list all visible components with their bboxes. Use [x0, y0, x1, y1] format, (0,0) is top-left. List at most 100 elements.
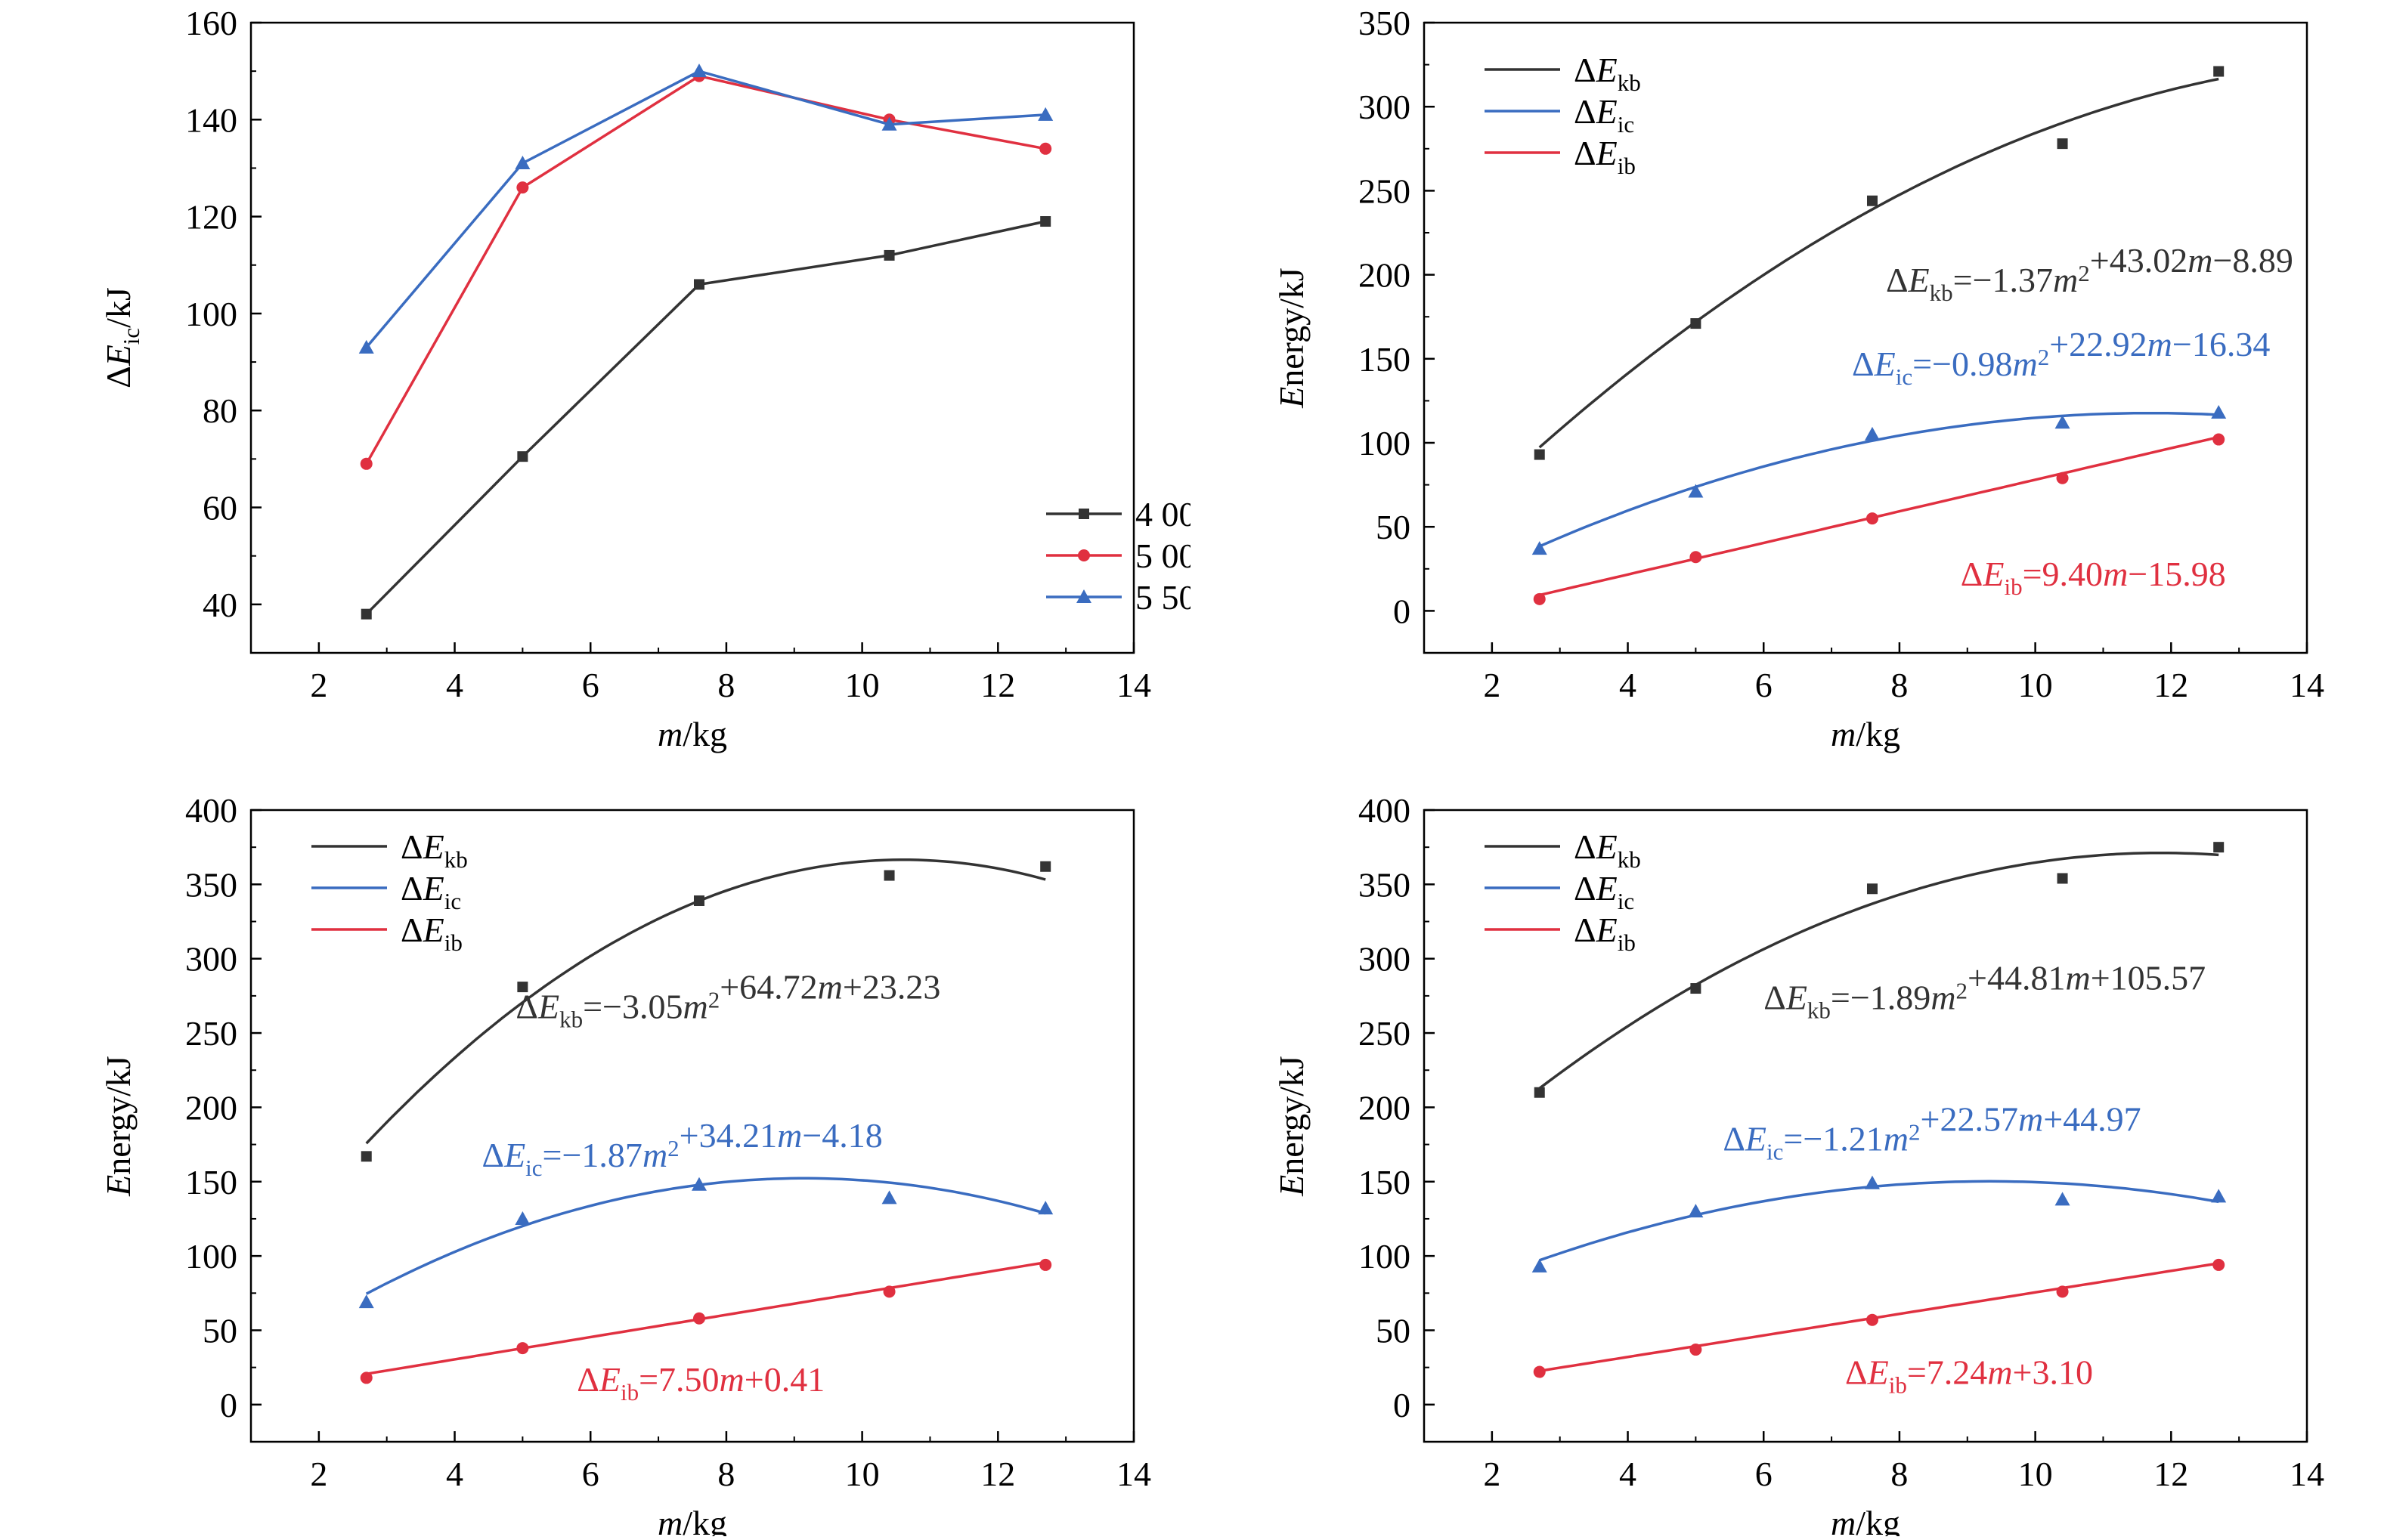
plot-frame: [249, 809, 1135, 1443]
y-tick-label: 50: [1376, 508, 1410, 546]
data-point: [515, 156, 531, 170]
y-tick-label: 250: [1358, 172, 1410, 210]
x-tick-label: 8: [1890, 1455, 1908, 1493]
x-tick-label: 2: [1483, 666, 1500, 704]
data-point: [358, 339, 374, 354]
data-point: [1039, 142, 1052, 155]
chart-bottom-right-svg: 2 4 6 8 10 12 14 0 50 100 150 200 250 300 350 400 m/kg En…: [1272, 791, 2324, 1540]
data-point: [361, 1151, 372, 1162]
legend-item: ΔEic: [1485, 869, 1634, 914]
fit-curve: [1539, 1180, 2219, 1262]
x-tick-label: 14: [2290, 1455, 2324, 1493]
legend-item: ΔEkb: [1485, 827, 1641, 873]
x-tick-label: 12: [2153, 666, 2188, 704]
data-point: [1531, 541, 1547, 555]
series-0: [361, 216, 1051, 620]
data-point: [2213, 66, 2225, 77]
chart-panel-bottom-right: 2 4 6 8 10 12 14 0 50 100 150 200 250 300 350 400 m/kg En…: [1190, 768, 2381, 1540]
data-point: [2056, 472, 2069, 484]
data-point: [1866, 195, 1878, 206]
legend-item: ΔEib: [1485, 911, 1636, 956]
data-point: [2057, 138, 2068, 150]
y-tick-label: 150: [185, 1163, 237, 1201]
x-axis-label: m/kg: [658, 715, 727, 753]
series-1: [1531, 1175, 2227, 1273]
data-point: [1689, 1344, 1702, 1356]
data-point: [693, 279, 704, 290]
data-point: [2211, 404, 2227, 419]
x-tick-label: 10: [845, 1455, 880, 1493]
x-tick-label: 10: [2018, 1455, 2053, 1493]
fit-equation-label: ΔEkb=−1.89m2+44.81m+105.57: [1763, 959, 2206, 1024]
y-tick-label: 150: [1358, 340, 1410, 379]
legend-label: ΔEkb: [401, 827, 468, 873]
legend-item: ΔEic: [1485, 92, 1634, 138]
series-0: [1534, 66, 2225, 460]
y-axis-label: ΔEic/kJ: [99, 287, 144, 388]
x-tick-label: 10: [845, 666, 880, 704]
fit-equation-label: ΔEib=9.40m−15.98: [1961, 555, 2226, 600]
fit-curve: [1538, 77, 2219, 449]
x-axis-label: m/kg: [658, 1504, 727, 1536]
data-point: [2057, 873, 2068, 884]
y-tick-label: 200: [185, 1088, 237, 1127]
legend-item: ΔEkb: [311, 827, 468, 873]
legend-marker: [1078, 549, 1090, 561]
legend-label: ΔEib: [1574, 911, 1636, 956]
series-2: [1533, 433, 2225, 605]
y-axis-label: Energy/kJ: [99, 1056, 138, 1197]
x-tick-label: 6: [582, 1455, 599, 1493]
x-tick-label: 6: [582, 666, 599, 704]
y-tick-label: 200: [1358, 1088, 1410, 1127]
legend-label: ΔEic: [1574, 92, 1634, 138]
data-point: [2056, 1285, 2069, 1298]
data-point: [1534, 1087, 1545, 1098]
x-tick-label: 14: [1116, 1455, 1151, 1493]
x-tick-label: 12: [2153, 1455, 2188, 1493]
data-point: [360, 457, 373, 470]
y-tick-label: 0: [220, 1386, 237, 1424]
y-tick-label: 400: [1358, 791, 1410, 830]
fit-equation-label: ΔEic=−1.21m2+22.57m+44.97: [1723, 1099, 2141, 1164]
series-1: [358, 1177, 1054, 1309]
x-tick-label: 8: [717, 666, 735, 704]
legend-marker: [1079, 509, 1089, 519]
legend-label: ΔEib: [401, 911, 463, 956]
data-point: [1688, 1204, 1704, 1218]
legend-label: ΔEkb: [1574, 51, 1641, 96]
fit-curve: [366, 1260, 1046, 1375]
x-tick-label: 4: [446, 666, 463, 704]
data-point: [1534, 449, 1545, 460]
data-point: [884, 870, 895, 881]
data-point: [884, 249, 895, 261]
y-tick-label: 120: [185, 198, 237, 237]
data-point: [360, 1371, 373, 1384]
chart-top-left-svg: 2 4 6 8 10 12 14 40 60 80 100 120 140 160 m/kg ΔEic/kJ 4…: [99, 4, 1296, 753]
y-tick-label: 250: [185, 1014, 237, 1053]
legend-label: ΔEic: [401, 869, 461, 914]
data-point: [691, 1177, 707, 1191]
fit-curve: [365, 1177, 1046, 1295]
data-point: [2054, 1192, 2070, 1206]
legend: 4 000 r/min 5 000 r/min5 500 r/min: [1046, 495, 1296, 617]
y-axis-label: Energy/kJ: [1272, 267, 1311, 409]
y-tick-label: 0: [1393, 592, 1410, 630]
series-0: [361, 858, 1051, 1162]
data-point: [1864, 1175, 1880, 1189]
data-point: [1533, 592, 1546, 605]
chart-top-right-svg: 2 4 6 8 10 12 14 0 50 100 150 200 250 300 350 m/kg Energ…: [1272, 4, 2324, 753]
fit-equation-label: ΔEib=7.24m+3.10: [1845, 1353, 2093, 1398]
chart-panel-bottom-left: 2 4 6 8 10 12 14 0 50 100 150 200 250 300 350 400 m/kg En…: [0, 768, 1190, 1540]
data-point: [881, 116, 897, 131]
x-tick-label: 4: [446, 1455, 463, 1493]
data-point: [358, 1294, 374, 1309]
data-point: [691, 63, 707, 78]
y-tick-label: 350: [185, 865, 237, 904]
fit-equation-label: ΔEic=−1.87m2+34.21m−4.18: [481, 1116, 882, 1181]
x-tick-label: 8: [717, 1455, 735, 1493]
legend-label: ΔEib: [1574, 134, 1636, 179]
y-tick-label: 100: [1358, 424, 1410, 462]
